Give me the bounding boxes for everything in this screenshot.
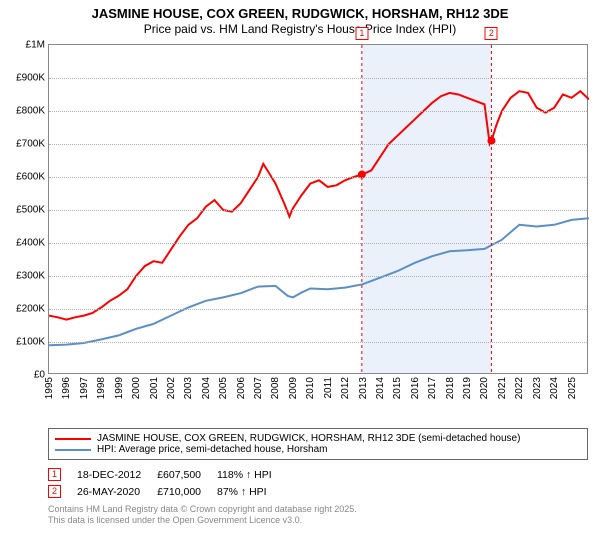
x-tick-label: 2023 <box>532 377 543 399</box>
x-tick-label: 2006 <box>236 377 247 399</box>
y-tick-label: £600K <box>16 172 49 183</box>
event-delta: 118% ↑ HPI <box>217 466 288 483</box>
y-tick-label: £900K <box>16 73 49 84</box>
gridline-h <box>49 309 587 310</box>
event-row: 1 18-DEC-2012£607,500118% ↑ HPI <box>48 466 288 483</box>
x-tick-label: 2003 <box>183 377 194 399</box>
gridline-h <box>49 111 587 112</box>
event-date: 18-DEC-2012 <box>77 466 157 483</box>
x-tick-label: 2013 <box>358 377 369 399</box>
x-tick-label: 2007 <box>253 377 264 399</box>
y-tick-label: £700K <box>16 139 49 150</box>
y-tick-label: £400K <box>16 238 49 249</box>
x-tick-label: 1997 <box>79 377 90 399</box>
event-marker-box: 2 <box>485 27 498 40</box>
chart-title: JASMINE HOUSE, COX GREEN, RUDGWICK, HORS… <box>0 6 600 21</box>
attribution-line: Contains HM Land Registry data © Crown c… <box>48 504 588 515</box>
x-tick-label: 2019 <box>462 377 473 399</box>
gridline-h <box>49 210 587 211</box>
x-tick-label: 2016 <box>410 377 421 399</box>
x-tick-label: 1995 <box>44 377 55 399</box>
x-tick-label: 1999 <box>114 377 125 399</box>
x-tick-label: 2001 <box>149 377 160 399</box>
x-tick-label: 2025 <box>567 377 578 399</box>
events-table: 1 18-DEC-2012£607,500118% ↑ HPI 2 26-MAY-20… <box>48 466 588 500</box>
series-hpi <box>49 218 589 345</box>
x-tick-label: 2009 <box>288 377 299 399</box>
x-tick-label: 2015 <box>392 377 403 399</box>
x-tick-label: 2022 <box>514 377 525 399</box>
x-tick-label: 1996 <box>61 377 72 399</box>
y-tick-label: £800K <box>16 106 49 117</box>
x-tick-label: 2020 <box>479 377 490 399</box>
y-tick-label: £100K <box>16 337 49 348</box>
x-tick-label: 2004 <box>201 377 212 399</box>
series-price_paid <box>49 91 589 319</box>
y-tick-label: £500K <box>16 205 49 216</box>
title-block: JASMINE HOUSE, COX GREEN, RUDGWICK, HORS… <box>0 0 600 36</box>
gridline-h <box>49 276 587 277</box>
attribution-line: This data is licensed under the Open Gov… <box>48 515 588 526</box>
legend-label: HPI: Average price, semi-detached house,… <box>97 444 328 455</box>
gridline-h <box>49 177 587 178</box>
x-tick-label: 2002 <box>166 377 177 399</box>
x-tick-label: 2014 <box>375 377 386 399</box>
x-tick-label: 2010 <box>305 377 316 399</box>
event-row: 2 26-MAY-2020£710,00087% ↑ HPI <box>48 483 288 500</box>
legend-swatch <box>55 449 91 451</box>
legend-label: JASMINE HOUSE, COX GREEN, RUDGWICK, HORS… <box>97 433 520 444</box>
gridline-h <box>49 243 587 244</box>
event-marker-box: 1 <box>355 27 368 40</box>
y-tick-label: £1M <box>26 40 49 51</box>
y-tick-label: £200K <box>16 304 49 315</box>
x-tick-label: 1998 <box>96 377 107 399</box>
x-tick-label: 2024 <box>549 377 560 399</box>
chart-area: £0£100K£200K£300K£400K£500K£600K£700K£80… <box>48 44 588 394</box>
gridline-h <box>49 342 587 343</box>
legend-row: HPI: Average price, semi-detached house,… <box>55 444 581 455</box>
legend-row: JASMINE HOUSE, COX GREEN, RUDGWICK, HORS… <box>55 433 581 444</box>
x-tick-label: 2005 <box>218 377 229 399</box>
y-tick-label: £300K <box>16 271 49 282</box>
footer: JASMINE HOUSE, COX GREEN, RUDGWICK, HORS… <box>48 428 588 527</box>
x-tick-label: 2017 <box>427 377 438 399</box>
x-tick-label: 2008 <box>270 377 281 399</box>
legend-box: JASMINE HOUSE, COX GREEN, RUDGWICK, HORS… <box>48 428 588 460</box>
x-axis-labels: 1995199619971998199920002001200220032004… <box>48 374 588 404</box>
x-tick-label: 2011 <box>323 377 334 399</box>
x-tick-label: 2012 <box>340 377 351 399</box>
x-tick-label: 2021 <box>497 377 508 399</box>
gridline-h <box>49 78 587 79</box>
x-tick-label: 2018 <box>445 377 456 399</box>
x-tick-label: 2000 <box>131 377 142 399</box>
gridline-h <box>49 144 587 145</box>
chart-subtitle: Price paid vs. HM Land Registry's House … <box>0 22 600 36</box>
legend-swatch <box>55 438 91 440</box>
event-price: £607,500 <box>157 466 217 483</box>
attribution: Contains HM Land Registry data © Crown c… <box>48 504 588 527</box>
event-price: £710,000 <box>157 483 217 500</box>
event-number-box: 2 <box>48 485 61 498</box>
event-number-box: 1 <box>48 468 61 481</box>
plot-region: £0£100K£200K£300K£400K£500K£600K£700K£80… <box>48 44 588 374</box>
event-delta: 87% ↑ HPI <box>217 483 288 500</box>
event-date: 26-MAY-2020 <box>77 483 157 500</box>
